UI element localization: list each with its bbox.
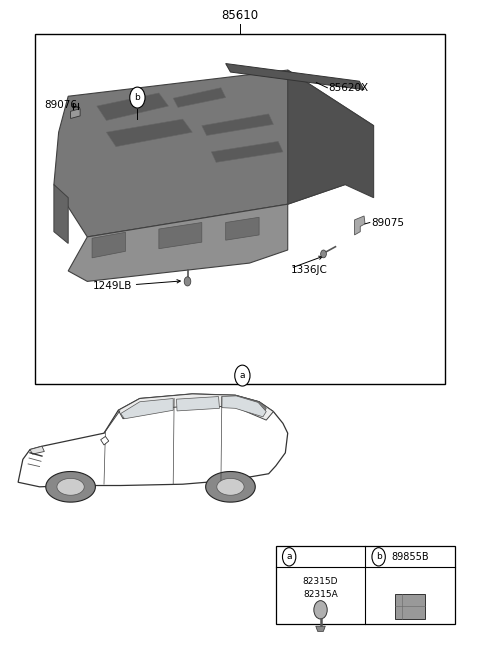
Text: b: b [134,93,140,102]
Polygon shape [46,472,96,502]
Polygon shape [159,223,202,249]
Polygon shape [57,478,84,495]
Polygon shape [205,472,255,502]
Polygon shape [177,397,219,411]
Text: b: b [376,553,382,561]
Text: 89075: 89075 [371,217,404,227]
Polygon shape [217,478,244,495]
Polygon shape [355,216,365,235]
Text: 1336JC: 1336JC [291,265,328,275]
Polygon shape [54,185,68,244]
Bar [35,34,445,384]
Polygon shape [101,436,109,445]
Circle shape [184,277,191,286]
Polygon shape [222,396,266,417]
Text: 89076: 89076 [44,100,77,110]
Polygon shape [92,233,125,258]
Polygon shape [107,119,192,147]
Polygon shape [226,64,364,90]
Polygon shape [234,396,266,415]
Text: 85610: 85610 [221,9,259,22]
Polygon shape [288,70,373,204]
Text: 89855B: 89855B [392,552,429,562]
Circle shape [314,600,327,619]
Bar [276,546,455,624]
Circle shape [282,548,296,566]
Text: a: a [287,553,292,561]
Polygon shape [18,394,288,487]
Polygon shape [118,394,274,420]
Text: 1249LB: 1249LB [93,281,132,291]
Polygon shape [211,141,283,162]
Polygon shape [226,217,259,240]
Text: a: a [240,371,245,380]
Text: 82315D
82315A: 82315D 82315A [303,577,338,599]
Bar [395,594,425,619]
Circle shape [372,548,385,566]
Polygon shape [202,114,274,135]
Polygon shape [68,204,288,281]
Polygon shape [316,626,325,631]
Polygon shape [120,399,173,419]
Circle shape [130,87,145,108]
Polygon shape [173,88,226,107]
Polygon shape [30,446,44,454]
Polygon shape [97,93,168,120]
Polygon shape [71,108,80,118]
Circle shape [235,365,250,386]
Text: 85620X: 85620X [328,83,369,93]
Polygon shape [54,70,373,237]
Circle shape [321,250,326,258]
